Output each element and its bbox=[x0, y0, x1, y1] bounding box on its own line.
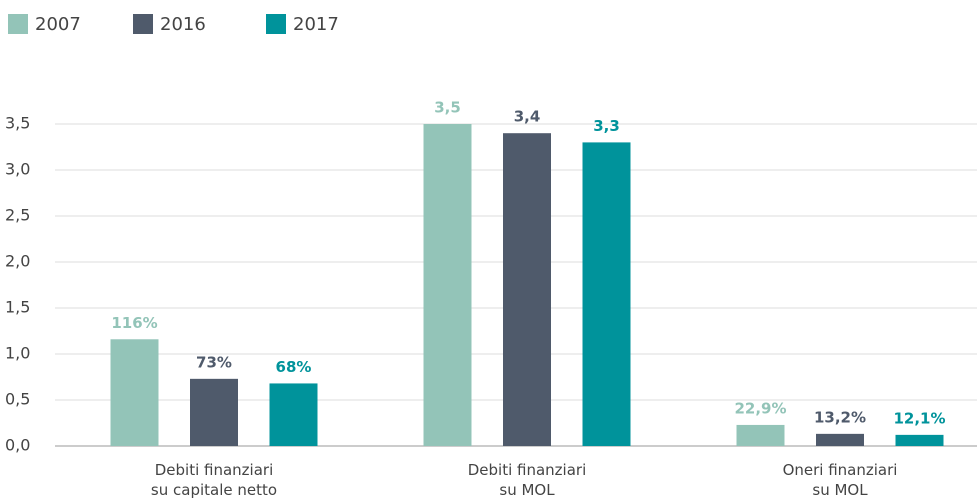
value-label: 3,3 bbox=[593, 117, 620, 135]
y-tick-label: 2,0 bbox=[5, 252, 30, 271]
bar bbox=[895, 434, 944, 446]
x-tick-label: Debiti finanziari su capitale netto bbox=[150, 461, 278, 499]
value-label: 22,9% bbox=[734, 399, 786, 417]
value-label: 12,1% bbox=[893, 409, 945, 427]
value-label: 73% bbox=[196, 353, 232, 371]
bar bbox=[736, 424, 785, 446]
y-tick-label: 1,5 bbox=[5, 298, 30, 317]
legend-swatch bbox=[8, 14, 28, 34]
x-tick-label: Oneri finanziari su MOL bbox=[782, 461, 898, 499]
bar bbox=[190, 378, 238, 446]
x-tick-label: Debiti finanziari su MOL bbox=[467, 461, 587, 499]
y-tick-label: 3,5 bbox=[5, 114, 30, 133]
bar bbox=[503, 133, 551, 446]
legend-label: 2017 bbox=[293, 14, 339, 35]
value-label: 68% bbox=[276, 358, 312, 376]
legend-swatch bbox=[133, 14, 153, 34]
bar bbox=[269, 383, 318, 446]
bar bbox=[582, 142, 631, 446]
value-label: 116% bbox=[111, 314, 157, 332]
bar bbox=[423, 124, 472, 446]
y-tick-label: 3,0 bbox=[5, 160, 30, 179]
bar bbox=[816, 433, 864, 446]
value-label: 3,4 bbox=[514, 108, 541, 126]
value-label: 13,2% bbox=[814, 408, 866, 426]
bar bbox=[110, 339, 159, 446]
y-tick-label: 0,5 bbox=[5, 390, 30, 409]
y-tick-label: 2,5 bbox=[5, 206, 30, 225]
legend-label: 2016 bbox=[160, 14, 206, 35]
legend-label: 2007 bbox=[35, 14, 81, 35]
y-tick-label: 0,0 bbox=[5, 436, 30, 455]
legend-swatch bbox=[266, 14, 286, 34]
y-tick-label: 1,0 bbox=[5, 344, 30, 363]
value-label: 3,5 bbox=[434, 99, 461, 117]
